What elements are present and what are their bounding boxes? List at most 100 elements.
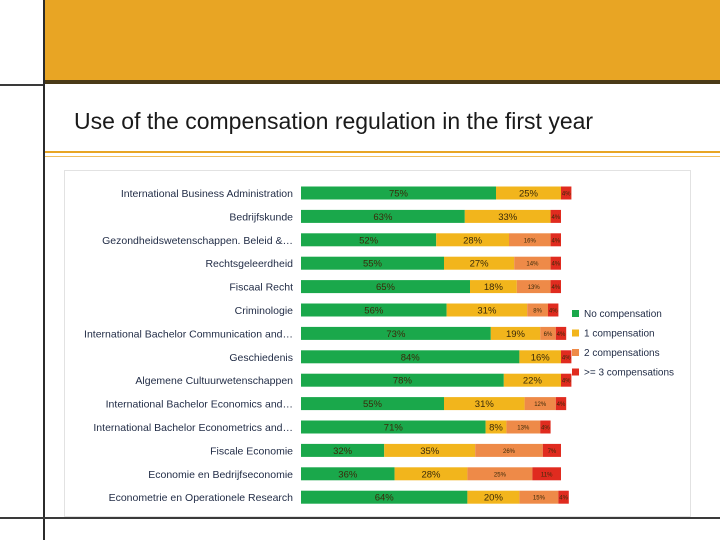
data-label: 18%	[484, 282, 504, 293]
bar-segment	[301, 186, 496, 200]
category-label: International Bachelor Communication and…	[84, 328, 293, 340]
bar-segment	[558, 490, 569, 504]
bar-segment	[470, 280, 517, 294]
bar-segment	[524, 397, 556, 411]
data-label: 36%	[338, 469, 358, 480]
data-label: 25%	[494, 472, 507, 478]
data-label: 35%	[420, 446, 440, 457]
bar-segment	[301, 373, 504, 387]
left-horizontal-rule	[0, 84, 43, 86]
legend-swatch	[572, 329, 579, 337]
data-label: 28%	[463, 235, 483, 246]
data-label: 28%	[421, 469, 441, 480]
bar-segment	[550, 256, 561, 270]
data-label: 73%	[386, 329, 406, 340]
category-label: International Bachelor Economics and…	[106, 399, 293, 411]
data-label: 33%	[498, 212, 518, 223]
legend-entry: >= 3 compensations	[584, 368, 674, 379]
data-label: 4%	[562, 379, 571, 385]
data-label: 4%	[557, 402, 566, 408]
bar-segment	[384, 443, 476, 457]
bar-segment	[516, 280, 551, 294]
category-label: Fiscaal Recht	[229, 282, 293, 294]
bar-segment	[301, 420, 486, 434]
bar-segment	[490, 326, 541, 340]
legend-entry: 2 compensations	[584, 348, 660, 359]
bar-segment	[301, 326, 491, 340]
data-label: 26%	[503, 449, 516, 455]
bar-segment	[550, 280, 561, 294]
bar-segment	[301, 256, 444, 270]
bar-segment	[436, 233, 509, 247]
data-label: 32%	[333, 446, 353, 457]
bar-segment	[506, 420, 541, 434]
data-label: 14%	[526, 262, 539, 268]
data-label: 22%	[523, 376, 543, 387]
data-label: 4%	[562, 355, 571, 361]
chart-panel: International Business Administration 75%…	[64, 170, 691, 517]
left-vertical-rule	[43, 0, 45, 540]
data-label: 75%	[389, 189, 409, 200]
bar-segment	[550, 233, 561, 247]
stacked-bar-chart: International Business Administration 75%…	[84, 186, 674, 504]
legend-swatch	[572, 349, 579, 356]
bar-segment	[394, 467, 468, 481]
data-label: 8%	[489, 423, 503, 434]
bar-segment	[509, 233, 551, 247]
bar-segment	[561, 350, 572, 364]
data-label: 31%	[475, 399, 495, 410]
bar-segment	[301, 303, 447, 317]
bar-segment	[555, 326, 567, 340]
category-label: International Business Administration	[121, 188, 293, 200]
category-label: Fiscale Economie	[210, 445, 293, 457]
data-label: 13%	[517, 426, 530, 432]
data-label: 55%	[363, 399, 383, 410]
bar-segment	[475, 443, 543, 457]
bar-segment	[561, 373, 572, 387]
bar-segment	[496, 186, 561, 200]
category-label: Gezondheidswetenschappen. Beleid &…	[102, 235, 293, 247]
category-label: Criminologie	[235, 305, 294, 317]
bar-segment	[301, 490, 468, 504]
category-label: Econometrie en Operationele Research	[109, 492, 294, 504]
bar-segment	[485, 420, 507, 434]
data-label: 25%	[519, 189, 539, 200]
bar-segment	[514, 256, 551, 270]
bar-segment	[519, 490, 559, 504]
data-label: 4%	[541, 426, 550, 432]
legend-swatch	[572, 310, 579, 317]
bar-segment	[542, 443, 561, 457]
data-label: 4%	[549, 309, 558, 315]
bar-segment	[532, 467, 561, 481]
bar-segment	[555, 397, 567, 411]
data-label: 52%	[359, 235, 379, 246]
data-label: 16%	[524, 238, 537, 244]
data-label: 15%	[533, 496, 546, 502]
data-label: 4%	[551, 285, 560, 291]
legend-swatch	[572, 368, 579, 376]
data-label: 4%	[551, 215, 560, 221]
bar-segment	[519, 350, 561, 364]
data-label: 84%	[401, 352, 421, 363]
data-label: 4%	[557, 332, 566, 338]
bar-segment	[540, 420, 551, 434]
category-label: Bedrijfskunde	[229, 211, 293, 223]
bar-segment	[301, 443, 385, 457]
data-label: 11%	[541, 472, 553, 478]
category-label: Geschiedenis	[229, 352, 293, 364]
bar-segment	[548, 303, 559, 317]
category-label: Economie en Bedrijfseconomie	[148, 469, 293, 481]
slide-title: Use of the compensation regulation in th…	[74, 108, 594, 134]
legend-entry: 1 compensation	[584, 329, 655, 340]
bar-segment	[301, 467, 395, 481]
data-label: 55%	[363, 259, 383, 270]
data-label: 6%	[544, 332, 553, 338]
data-label: 56%	[364, 306, 384, 317]
category-label: Algemene Cultuurwetenschappen	[135, 375, 293, 387]
title-underline	[45, 151, 720, 153]
category-label: International Bachelor Econometrics and…	[93, 422, 293, 434]
title-underline-thin	[45, 156, 720, 157]
data-label: 20%	[484, 493, 504, 504]
data-label: 4%	[551, 262, 560, 268]
data-label: 64%	[375, 493, 395, 504]
